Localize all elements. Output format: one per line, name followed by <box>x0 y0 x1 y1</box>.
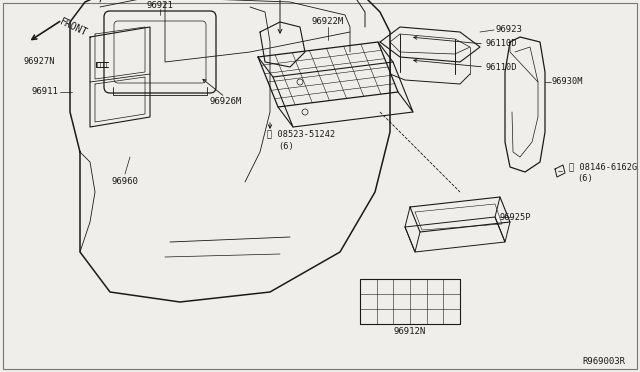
Text: 96927N: 96927N <box>24 58 55 67</box>
Text: 96911: 96911 <box>31 87 58 96</box>
Text: (6): (6) <box>278 142 294 151</box>
Text: 96922M: 96922M <box>312 17 344 26</box>
FancyBboxPatch shape <box>104 11 216 93</box>
Text: 96930M: 96930M <box>552 77 584 87</box>
Text: 96110D: 96110D <box>485 62 516 71</box>
Text: 96110D: 96110D <box>485 39 516 48</box>
Text: 96923: 96923 <box>495 26 522 35</box>
Text: R969003R: R969003R <box>582 357 625 366</box>
Text: Ⓑ 08523-51242: Ⓑ 08523-51242 <box>267 129 335 138</box>
Text: 96926M: 96926M <box>210 97 243 106</box>
Text: FRONT: FRONT <box>58 16 89 38</box>
Text: 96960: 96960 <box>111 177 138 186</box>
Text: (6): (6) <box>577 174 593 183</box>
Text: Ⓑ 08146-6162G: Ⓑ 08146-6162G <box>569 163 637 171</box>
Text: 96912N: 96912N <box>394 327 426 337</box>
Text: 96921: 96921 <box>147 0 173 10</box>
Text: 96925P: 96925P <box>500 212 531 221</box>
FancyBboxPatch shape <box>114 21 206 83</box>
